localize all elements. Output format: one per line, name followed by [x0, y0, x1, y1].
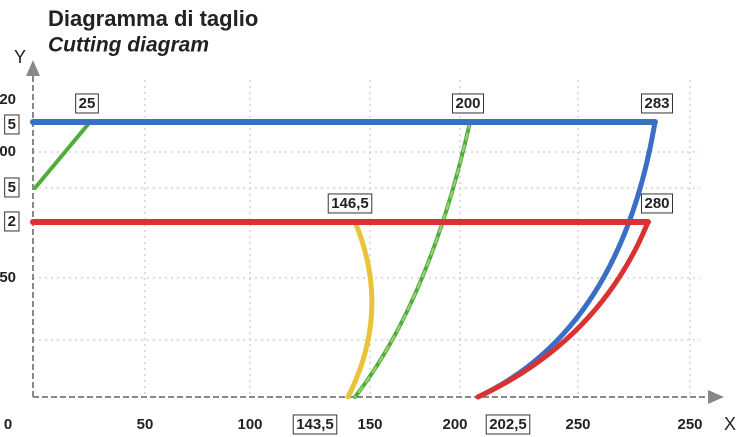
title: Diagramma di taglio	[48, 6, 258, 31]
x-tick-label: 200	[442, 416, 467, 433]
grid	[33, 80, 700, 397]
y-tick-label: 50	[0, 269, 16, 286]
x-tick-label: 250	[677, 416, 702, 433]
y-tick-labels: 20 5 00 5 2 50	[0, 91, 20, 286]
annotation: 280	[644, 195, 669, 212]
annotation-box	[292, 414, 338, 435]
annotation-box	[485, 414, 531, 435]
curves	[30, 119, 658, 400]
annotations: 25 200 283 146,5 280 143,5 202,5	[75, 93, 674, 435]
annotation-box	[327, 193, 373, 214]
annotation-box	[451, 93, 485, 114]
annotation: 143,5	[296, 416, 334, 433]
x-tick-label: 250	[565, 416, 590, 433]
x-tick-label: 0	[4, 416, 12, 433]
label-box	[4, 211, 20, 232]
x-tick-labels: 0 50 100 150 200 250 250	[4, 416, 703, 433]
x-axis-label: X	[724, 414, 736, 434]
x-tick-label: 150	[357, 416, 382, 433]
annotation: 202,5	[489, 416, 527, 433]
annotation: 146,5	[331, 195, 369, 212]
y-tick-label: 2	[8, 213, 16, 230]
annotation-box	[640, 193, 674, 214]
annotation-box	[640, 93, 674, 114]
label-box	[4, 177, 20, 198]
y-tick-label: 00	[0, 143, 16, 160]
label-box	[4, 114, 20, 135]
subtitle: Cutting diagram	[48, 34, 209, 57]
y-tick-label: 5	[8, 116, 16, 133]
annotation-box	[75, 93, 99, 114]
x-tick-label: 50	[137, 416, 154, 433]
y-tick-label: 5	[8, 179, 16, 196]
annotation: 200	[455, 95, 480, 112]
y-axis-label: Y	[14, 47, 26, 67]
annotation: 283	[644, 95, 669, 112]
annotation: 25	[79, 95, 96, 112]
y-tick-label: 20	[0, 91, 16, 108]
axes	[26, 60, 724, 404]
x-tick-label: 100	[237, 416, 262, 433]
